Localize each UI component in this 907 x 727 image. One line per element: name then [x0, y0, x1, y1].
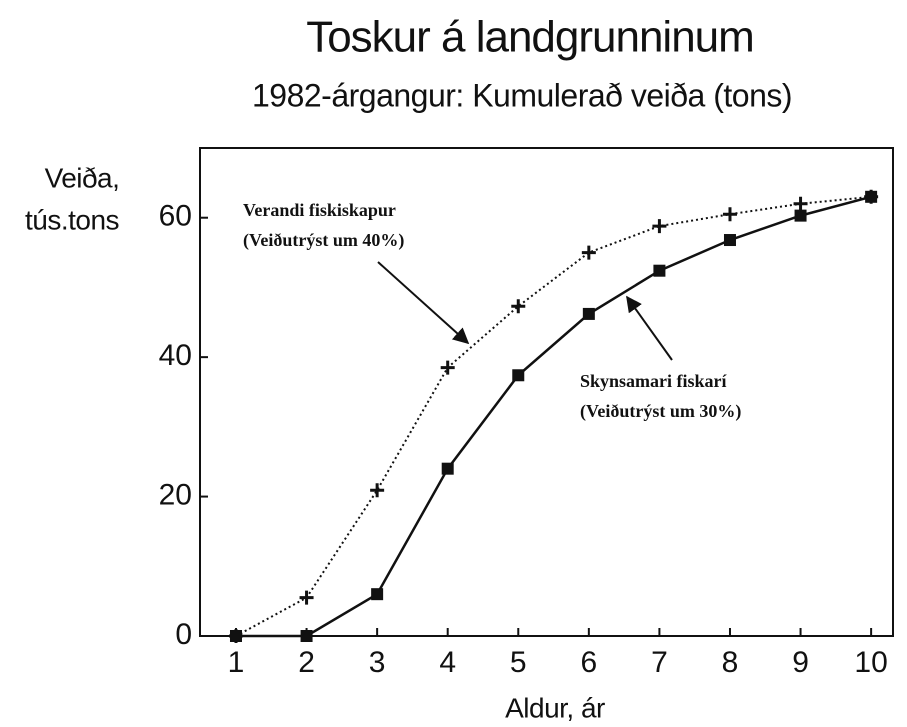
point — [722, 207, 737, 222]
annotation: Verandi fiskiskapur — [243, 200, 396, 220]
series-line — [235, 195, 872, 637]
chart-subtitle: 1982-árgangur: Kumulerað veiða (tons) — [252, 77, 792, 113]
annotation: (Veiðutrýst um 40%) — [243, 230, 404, 251]
x-tick-label: 9 — [792, 646, 809, 679]
point — [793, 196, 808, 211]
y-axis-label: Veiða, — [45, 162, 120, 193]
chart-title: Toskur á landgrunninum — [306, 13, 754, 62]
x-tick-label: 4 — [439, 646, 456, 679]
y-axis-label: tús.tons — [25, 204, 119, 235]
y-tick-label: 40 — [159, 339, 192, 372]
series-line — [235, 195, 872, 638]
point — [653, 264, 666, 277]
point — [723, 234, 736, 247]
y-tick-label: 20 — [159, 478, 192, 511]
point — [440, 360, 455, 375]
point — [300, 630, 313, 642]
point — [865, 190, 878, 203]
annotation: (Veiðutrýst um 30%) — [580, 401, 741, 422]
x-tick-label: 2 — [298, 646, 315, 679]
x-tick-label: 5 — [510, 646, 527, 679]
point — [371, 588, 384, 601]
y-tick-label: 0 — [175, 618, 192, 651]
x-tick-label: 1 — [228, 646, 245, 679]
point — [582, 307, 595, 320]
y-tick-label: 60 — [159, 200, 192, 233]
x-tick-label: 7 — [651, 646, 668, 679]
x-tick-label: 8 — [722, 646, 739, 679]
point — [441, 462, 454, 475]
point — [229, 630, 242, 642]
annotation: Skynsamari fiskarí — [580, 371, 728, 391]
x-axis-label: Aldur, ár — [505, 692, 605, 723]
point — [299, 590, 314, 605]
point — [512, 369, 525, 382]
annotation-arrow — [377, 261, 470, 345]
point — [794, 209, 807, 222]
point — [652, 219, 667, 234]
x-tick-label: 6 — [580, 646, 597, 679]
point — [581, 245, 596, 260]
x-tick-label: 3 — [369, 646, 386, 679]
point — [511, 299, 526, 314]
plot-frame — [199, 147, 894, 637]
x-tick-label: 10 — [854, 646, 887, 679]
annotation-arrow — [626, 295, 673, 361]
point — [370, 483, 385, 498]
